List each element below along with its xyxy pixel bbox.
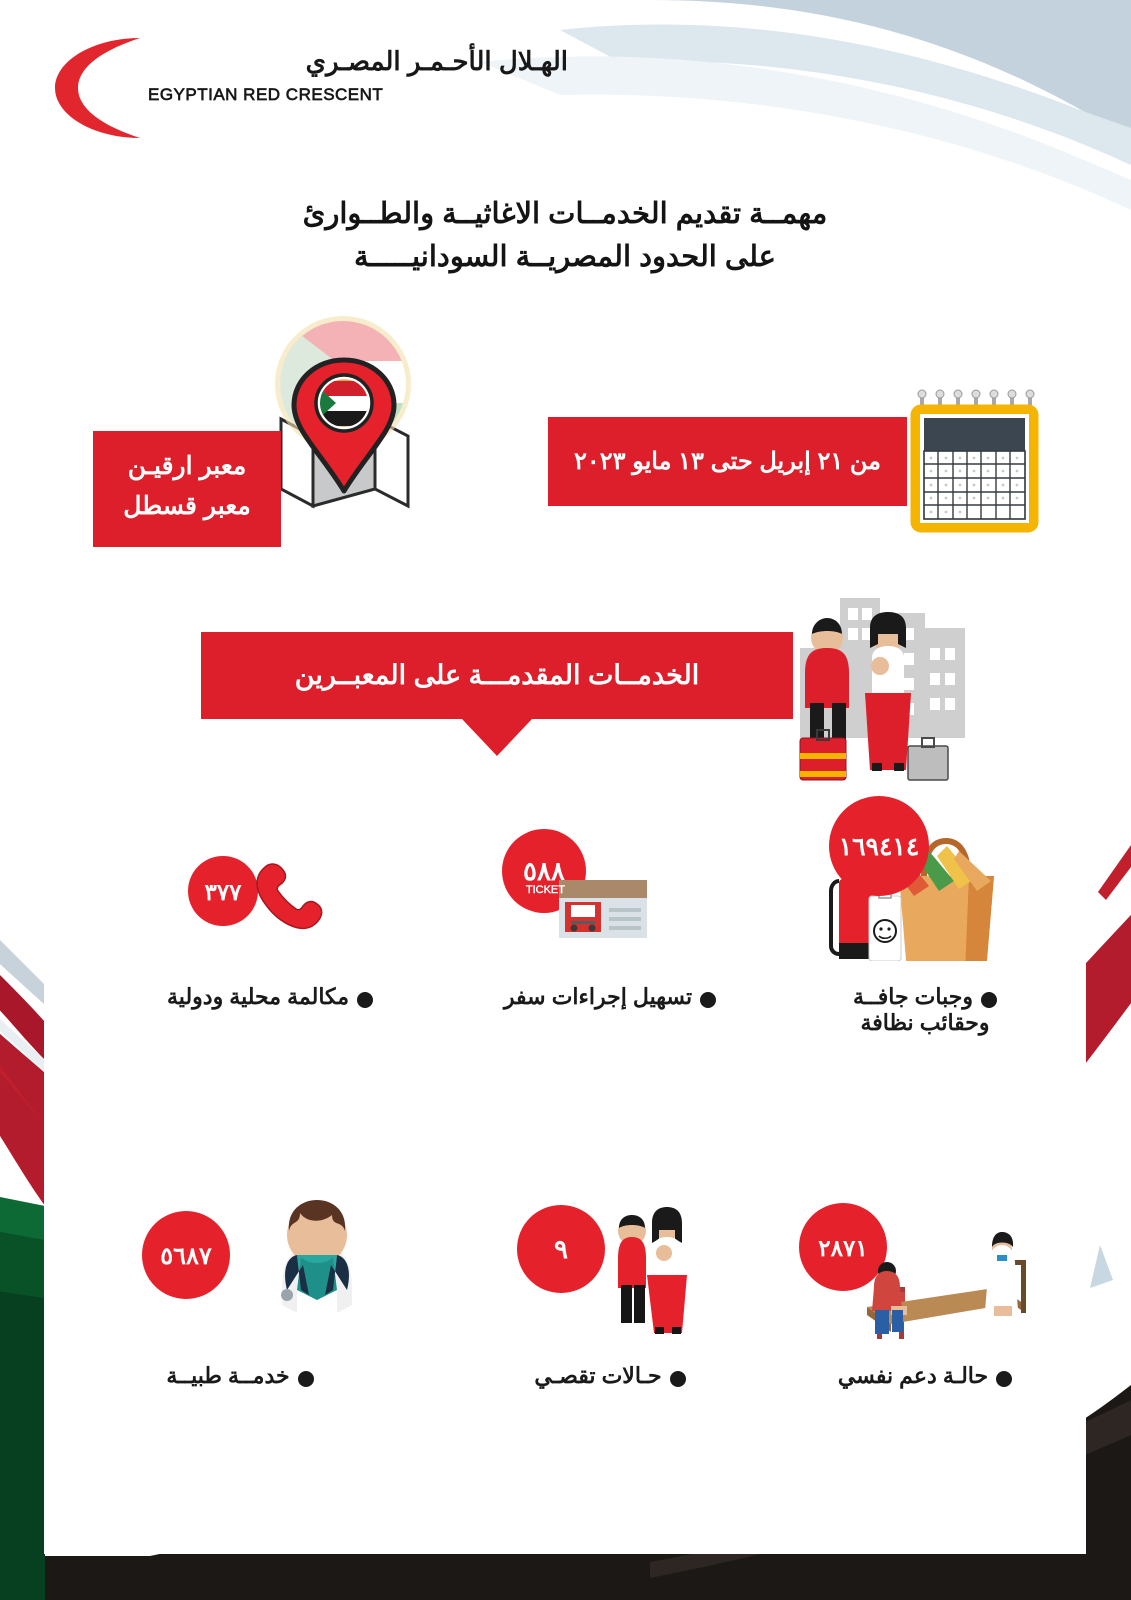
svg-text:٥٦٨٧: ٥٦٨٧	[160, 1243, 212, 1270]
svg-text:٥٨٨: ٥٨٨	[523, 856, 565, 886]
svg-text:٩: ٩	[554, 1234, 568, 1264]
svg-text:TICKET: TICKET	[526, 884, 565, 896]
svg-text:٢٨٧١: ٢٨٧١	[818, 1235, 867, 1261]
svg-text:١٦٩٤١٤: ١٦٩٤١٤	[839, 833, 920, 861]
svg-text:٣٧٧: ٣٧٧	[204, 879, 242, 905]
